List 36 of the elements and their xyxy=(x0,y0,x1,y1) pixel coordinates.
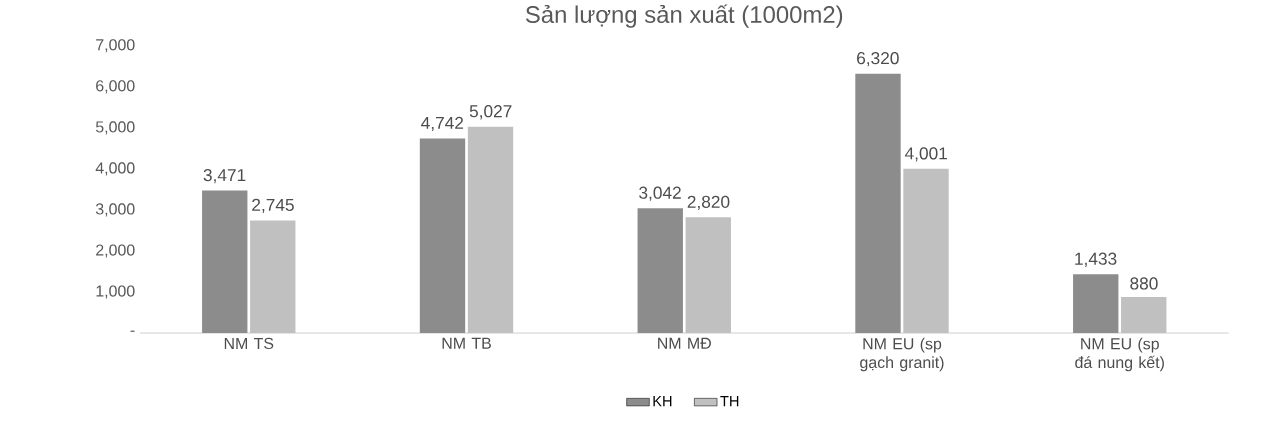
data-label: 3,471 xyxy=(203,169,246,184)
chart-title: Sản lượng sản xuất (1000m2) xyxy=(525,4,843,28)
bar xyxy=(1121,297,1167,334)
x-tick-label: NM TB xyxy=(442,337,491,349)
legend-label: KH xyxy=(653,396,672,407)
y-tick-label: 3,000 xyxy=(95,203,135,217)
data-label: 4,742 xyxy=(421,116,464,132)
y-tick-label: 2,000 xyxy=(96,244,135,258)
bar xyxy=(637,208,683,334)
bar xyxy=(250,220,296,334)
data-label: 6,320 xyxy=(857,52,899,67)
data-label: 5,027 xyxy=(469,105,512,120)
bar xyxy=(903,169,949,334)
data-label: 1,433 xyxy=(1075,252,1117,268)
bar xyxy=(1073,274,1119,334)
y-tick-label: 1,000 xyxy=(96,285,135,299)
x-tick-label: NM TS xyxy=(224,337,274,350)
y-tick-label: 5,000 xyxy=(95,121,135,135)
legend-label: TH xyxy=(720,396,739,407)
bar xyxy=(419,138,466,334)
y-tick-label: 4,000 xyxy=(95,162,135,176)
x-tick-label: NM EU (sp đá nung kết) xyxy=(1075,337,1164,372)
x-tick-label: NM MĐ xyxy=(658,337,711,349)
bar xyxy=(202,190,248,334)
data-label: 3,042 xyxy=(639,186,681,201)
y-tick-label: 6,000 xyxy=(96,80,135,94)
data-label: 4,001 xyxy=(904,147,947,162)
x-tick-label: NM EU (sp gạch granit) xyxy=(860,337,944,372)
y-tick-label: 7,000 xyxy=(96,39,135,53)
data-label: 880 xyxy=(1130,277,1158,290)
bar xyxy=(855,73,901,334)
data-label: 2,745 xyxy=(252,198,294,214)
y-tick-label: - xyxy=(130,330,135,333)
bar xyxy=(685,217,731,334)
bar xyxy=(467,126,514,334)
data-label: 2,820 xyxy=(687,195,730,211)
